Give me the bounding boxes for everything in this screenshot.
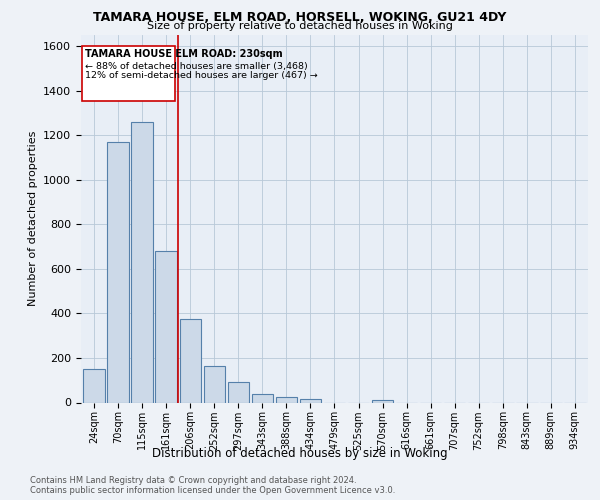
Bar (299, 399, 321, 402)
Text: ← 88% of detached houses are smaller (3,468): ← 88% of detached houses are smaller (3,… (85, 62, 308, 70)
Bar (275, 397, 297, 402)
Bar (203, 366, 225, 403)
Bar (372, 400, 394, 402)
Text: Distribution of detached houses by size in Woking: Distribution of detached houses by size … (152, 448, 448, 460)
Bar (227, 382, 249, 402)
Bar (155, 251, 177, 402)
Bar (251, 394, 273, 402)
Text: TAMARA HOUSE, ELM ROAD, HORSELL, WOKING, GU21 4DY: TAMARA HOUSE, ELM ROAD, HORSELL, WOKING,… (94, 11, 506, 24)
Y-axis label: Number of detached properties: Number of detached properties (28, 131, 38, 306)
Text: Size of property relative to detached houses in Woking: Size of property relative to detached ho… (147, 21, 453, 31)
Text: 12% of semi-detached houses are larger (467) →: 12% of semi-detached houses are larger (… (85, 70, 318, 80)
Bar (107, 142, 129, 403)
Bar (179, 319, 201, 402)
Bar (131, 122, 153, 402)
FancyBboxPatch shape (82, 46, 175, 100)
Text: TAMARA HOUSE ELM ROAD: 230sqm: TAMARA HOUSE ELM ROAD: 230sqm (85, 50, 283, 59)
Bar (83, 369, 105, 402)
Text: Contains public sector information licensed under the Open Government Licence v3: Contains public sector information licen… (30, 486, 395, 495)
Text: Contains HM Land Registry data © Crown copyright and database right 2024.: Contains HM Land Registry data © Crown c… (30, 476, 356, 485)
